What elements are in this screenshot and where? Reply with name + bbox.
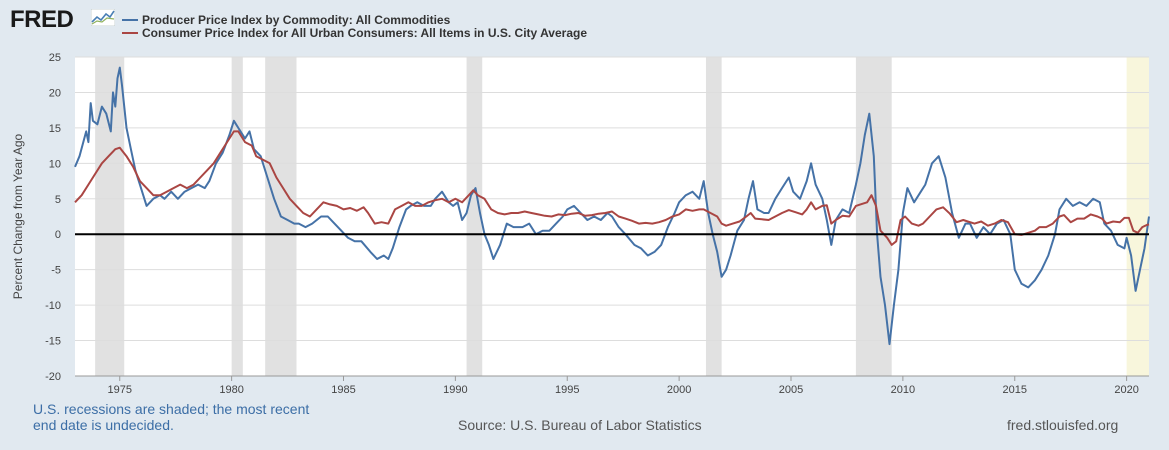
recession-shade-undecided	[1126, 57, 1149, 376]
x-tick-label: 2010	[891, 384, 915, 396]
legend-label-cpi: Consumer Price Index for All Urban Consu…	[142, 26, 587, 40]
recession-shade	[705, 57, 722, 376]
x-tick-label: 1980	[219, 384, 243, 396]
x-tick-label: 2005	[779, 384, 803, 396]
y-tick-label: 10	[49, 158, 61, 170]
legend-item-cpi[interactable]: Consumer Price Index for All Urban Consu…	[122, 26, 587, 40]
legend-item-ppi[interactable]: Producer Price Index by Commodity: All C…	[122, 13, 450, 27]
y-tick-label: 0	[55, 229, 61, 241]
y-tick-label: 15	[49, 123, 61, 135]
x-tick-label: 2000	[667, 384, 691, 396]
recession-shade	[231, 57, 243, 376]
y-tick-label: 20	[49, 87, 61, 99]
y-tick-label: -20	[45, 371, 61, 383]
source-note: Source: U.S. Bureau of Labor Statistics	[458, 417, 702, 433]
x-tick-label: 2020	[1114, 384, 1138, 396]
legend-swatch-cpi	[122, 31, 138, 34]
fred-logo[interactable]: FRED	[10, 6, 74, 33]
y-tick-label: -5	[51, 265, 61, 277]
recession-shade	[855, 57, 892, 376]
recession-footnote: U.S. recessions are shaded; the most rec…	[33, 401, 309, 433]
x-tick-label: 1985	[331, 384, 355, 396]
y-tick-label: -15	[45, 336, 61, 348]
x-tick-label: 1990	[443, 384, 467, 396]
y-tick-label: 25	[49, 52, 61, 64]
footnote-line-2: end date is undecided.	[33, 417, 174, 433]
recession-shade	[466, 57, 483, 376]
y-axis-title: Percent Change from Year Ago	[11, 133, 25, 299]
legend-label-ppi: Producer Price Index by Commodity: All C…	[142, 13, 451, 27]
legend-swatch-ppi	[122, 18, 138, 21]
x-tick-label: 1975	[108, 384, 132, 396]
site-url[interactable]: fred.stlouisfed.org	[1007, 417, 1119, 433]
footnote-line-1: U.S. recessions are shaded; the most rec…	[33, 401, 310, 417]
y-tick-label: 5	[55, 194, 61, 206]
y-tick-label: -10	[45, 300, 61, 312]
series-line-cpi[interactable]	[74, 130, 1150, 246]
recession-shade	[95, 57, 125, 376]
x-tick-label: 1995	[555, 384, 579, 396]
fred-chart-icon	[91, 9, 115, 26]
x-tick-label: 2015	[1003, 384, 1027, 396]
